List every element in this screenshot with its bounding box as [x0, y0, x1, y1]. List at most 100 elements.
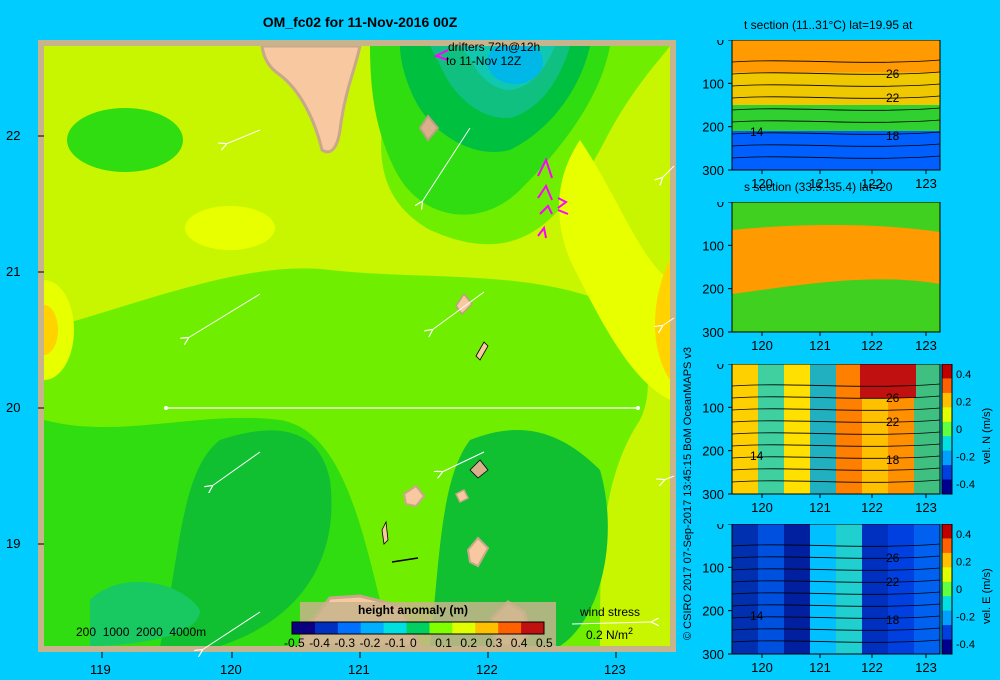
- panel-colorbar-tick: -0.2: [956, 612, 975, 624]
- panel-x-tick: 121: [809, 176, 831, 190]
- panel-x-tick: 120: [751, 660, 773, 674]
- colorbar-swatch: [452, 622, 476, 634]
- panel-colorbar-tick: 0.2: [956, 397, 971, 409]
- section-panel-2: s section (33.5..35.4) lat=20 0 100 200 300 1…: [690, 180, 1000, 352]
- panel-x-tick: 120: [751, 500, 773, 514]
- panel-x-tick: 121: [809, 500, 831, 514]
- bathymetry-legend: 200 1000 2000 4000m: [76, 625, 207, 639]
- colorbar-tick-label: 0.4: [510, 636, 528, 650]
- wind-stress-scale: 0.2 N/m2: [586, 626, 634, 642]
- contour-label: 18: [886, 613, 900, 627]
- colorbar-swatch: [406, 622, 430, 634]
- panel-plot: 26 22 18 14 0 100 200 300 120 121 122 123 0.4 0.2 0 -0.…: [702, 364, 993, 514]
- panel-colorbar-tick: 0: [956, 584, 962, 596]
- panel-y-tick: 100: [702, 76, 724, 91]
- panel-y-tick: 0: [717, 202, 724, 210]
- lon-tick-121: 121: [348, 662, 370, 677]
- colorbar-tick-label: -0.2: [359, 636, 381, 650]
- panel-y-tick: 200: [702, 120, 724, 135]
- colorbar-tick-label: 0.1: [435, 636, 452, 650]
- contour-label: 14: [750, 125, 764, 139]
- panel-y-tick: 300: [702, 163, 724, 178]
- colorbar-tick-label: 0.3: [485, 636, 503, 650]
- contour-label: 26: [886, 551, 900, 565]
- panel-plot: 26 22 18 14 0 100 200 300 120 121 122 123 0.4 0.2 0 -0.…: [702, 524, 993, 674]
- colorbar-tick-label: -0.1: [384, 636, 406, 650]
- panel-colorbar-tick: 0: [956, 424, 962, 436]
- panel-x-tick: 122: [861, 176, 883, 190]
- panel-colorbar-tick: -0.4: [956, 639, 975, 651]
- panel-x-tick: 120: [751, 176, 773, 190]
- panel-y-tick: 0: [717, 524, 724, 532]
- contour-label: 26: [886, 391, 900, 405]
- section-panel-4: 26 22 18 14 0 100 200 300 120 121 122 123 0.4 0.2 0 -0.…: [690, 524, 1000, 674]
- panel-colorbar-tick: -0.2: [956, 452, 975, 464]
- colorbar-swatch: [429, 622, 453, 634]
- lon-tick-123: 123: [604, 662, 626, 677]
- contour-label: 26: [886, 67, 900, 81]
- panel-y-tick: 100: [702, 560, 724, 575]
- panel-y-tick: 0: [717, 40, 724, 48]
- panel-colorbar-tick: 0.4: [956, 369, 971, 381]
- panel-x-tick: 123: [915, 660, 937, 674]
- colorbar-swatch: [314, 622, 339, 634]
- lat-tick-20: 20: [6, 400, 21, 415]
- colorbar-swatch: [337, 622, 362, 634]
- panel-x-tick: 123: [915, 176, 937, 190]
- panel-x-tick: 123: [915, 500, 937, 514]
- lon-tick-119: 119: [90, 662, 111, 677]
- drifters-label-1: drifters 72h@12h: [448, 40, 541, 54]
- panel-colorbar-tick: -0.4: [956, 479, 975, 491]
- section-panel-3: 26 22 18 14 0 100 200 300 120 121 122 123 0.4 0.2 0 -0.…: [690, 364, 1000, 514]
- panel-colorbar-label: vel. N (m/s): [981, 408, 993, 464]
- panel-x-tick: 122: [861, 660, 883, 674]
- panel-x-tick: 121: [809, 338, 831, 352]
- panel-colorbar-label: vel. E (m/s): [981, 568, 993, 624]
- panel-x-tick: 121: [809, 660, 831, 674]
- colorbar-tick-label: -0.4: [309, 636, 330, 650]
- panel-y-tick: 0: [717, 364, 724, 372]
- lat-tick-19: 19: [6, 536, 21, 551]
- colorbar-tick-label: 0: [410, 636, 417, 650]
- contour-label: 14: [750, 609, 764, 623]
- drifter-tracks: [433, 49, 569, 239]
- panel-x-tick: 122: [861, 500, 883, 514]
- section-panel-1: t section (11..31°C) lat=19.95 at 26 22 18 1…: [690, 18, 1000, 190]
- contour-label: 22: [886, 575, 900, 589]
- colorbar-swatch: [292, 622, 316, 634]
- panel-y-tick: 100: [702, 400, 724, 415]
- colorbar-swatch: [360, 622, 385, 634]
- panel-y-tick: 100: [702, 238, 724, 253]
- colorbar-swatch: [475, 622, 499, 634]
- contour-label: 14: [750, 449, 764, 463]
- lat-tick-22: 22: [6, 128, 21, 143]
- panel-x-tick: 120: [751, 338, 773, 352]
- section-line: [164, 406, 640, 410]
- colorbar-swatch: [383, 622, 408, 634]
- panel-y-tick: 300: [702, 325, 724, 340]
- panel-plot: 26 22 18 14 0 100 200 300 120 121 122 123: [702, 40, 941, 190]
- colorbar-swatch: [498, 622, 522, 634]
- wind-stress-label: wind stress: [580, 605, 641, 619]
- colorbar-tick-label: -0.5: [284, 636, 305, 650]
- panel-colorbar-tick: 0.4: [956, 529, 971, 541]
- height-colorbar: [291, 621, 545, 635]
- panel-title: t section (11..31°C) lat=19.95 at: [744, 18, 913, 32]
- contour-label: 18: [886, 129, 900, 143]
- colorbar-title: height anomaly (m): [358, 603, 469, 617]
- colorbar-tick-label: -0.3: [334, 636, 356, 650]
- map-title: OM_fc02 for 11-Nov-2016 00Z: [262, 14, 458, 30]
- wind-arrows: [188, 127, 675, 650]
- lat-tick-21: 21: [6, 264, 21, 279]
- panel-y-tick: 300: [702, 647, 724, 662]
- panel-title: s section (33.5..35.4) lat=20: [744, 180, 893, 194]
- contour-label: 22: [886, 91, 900, 105]
- drifters-label-2: to 11-Nov 12Z: [446, 54, 522, 68]
- panel-colorbar-tick: 0.2: [956, 557, 971, 569]
- colorbar-tick-label: 0.5: [536, 636, 553, 650]
- lon-tick-120: 120: [220, 662, 242, 677]
- contour-label: 18: [886, 453, 900, 467]
- panel-y-tick: 300: [702, 487, 724, 502]
- panel-x-tick: 123: [915, 338, 937, 352]
